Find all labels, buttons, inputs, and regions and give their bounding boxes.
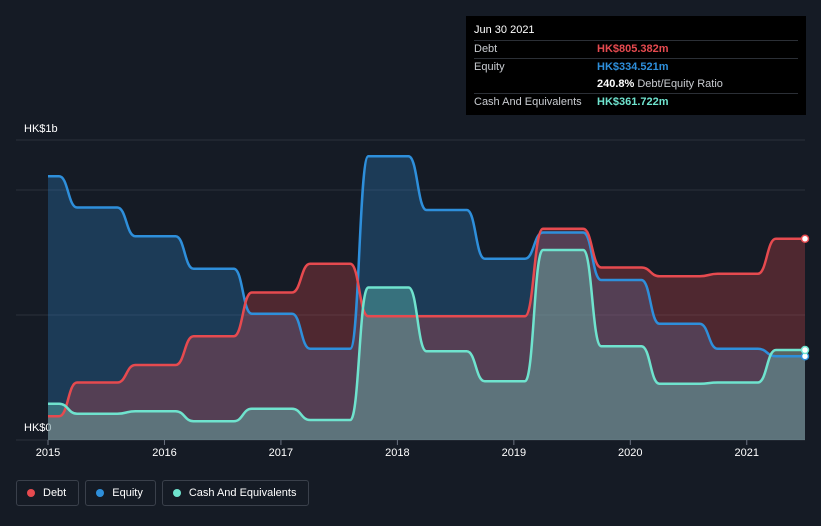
line-debt — [48, 227, 805, 418]
endpoint-cash — [800, 345, 810, 355]
legend-item-cash[interactable]: Cash And Equivalents — [161, 480, 310, 506]
tooltip-row-debt: Debt HK$805.382m — [474, 40, 798, 58]
tooltip-ratio-label: Debt/Equity Ratio — [637, 78, 723, 90]
legend-debt-label: Debt — [43, 487, 67, 499]
x-tick-label-2021: 2021 — [734, 447, 760, 459]
tooltip-ratio-value: 240.8% — [597, 78, 635, 90]
tooltip-debt-value: HK$805.382m — [597, 43, 669, 55]
x-tick-label-2019: 2019 — [501, 447, 527, 459]
endpoint-debt — [800, 234, 810, 243]
tooltip-equity-label: Equity — [474, 61, 505, 73]
tooltip-row-ratio: 240.8% Debt/Equity Ratio — [474, 76, 798, 93]
x-tick-label-2018: 2018 — [385, 447, 410, 459]
tooltip-panel: Jun 30 2021 Debt HK$805.382m Equity HK$3… — [466, 16, 806, 115]
x-tick-label-2016: 2016 — [152, 447, 177, 459]
tooltip-debt-label: Debt — [474, 43, 498, 55]
tooltip-cash-value: HK$361.722m — [597, 96, 669, 108]
x-tick-label-2020: 2020 — [618, 447, 643, 459]
tooltip-row-equity: Equity HK$334.521m — [474, 58, 798, 76]
tooltip-date: Jun 30 2021 — [474, 24, 535, 36]
area-cash — [48, 250, 805, 440]
y-axis-bottom-label: HK$0 — [24, 422, 52, 434]
tooltip-cash-label: Cash And Equivalents — [474, 96, 582, 108]
legend: Debt Equity Cash And Equivalents — [16, 480, 310, 506]
legend-debt-dot — [27, 489, 35, 497]
legend-equity-label: Equity — [112, 487, 143, 499]
y-axis-top-label: HK$1b — [24, 123, 58, 135]
area-debt — [48, 228, 805, 440]
legend-item-debt[interactable]: Debt — [16, 480, 80, 506]
area-equity — [48, 156, 805, 440]
line-equity — [48, 155, 805, 358]
legend-item-equity[interactable]: Equity — [85, 480, 156, 506]
legend-cash-dot — [172, 489, 181, 497]
legend-equity-dot — [96, 489, 105, 497]
x-tick-label-2015: 2015 — [35, 447, 61, 459]
tooltip-row-cash: Cash And Equivalents HK$361.722m — [474, 93, 798, 111]
line-cash — [48, 248, 805, 423]
legend-cash-label: Cash And Equivalents — [188, 487, 297, 499]
x-tick-label-2017: 2017 — [268, 447, 294, 459]
tooltip-equity-value: HK$334.521m — [597, 61, 669, 73]
